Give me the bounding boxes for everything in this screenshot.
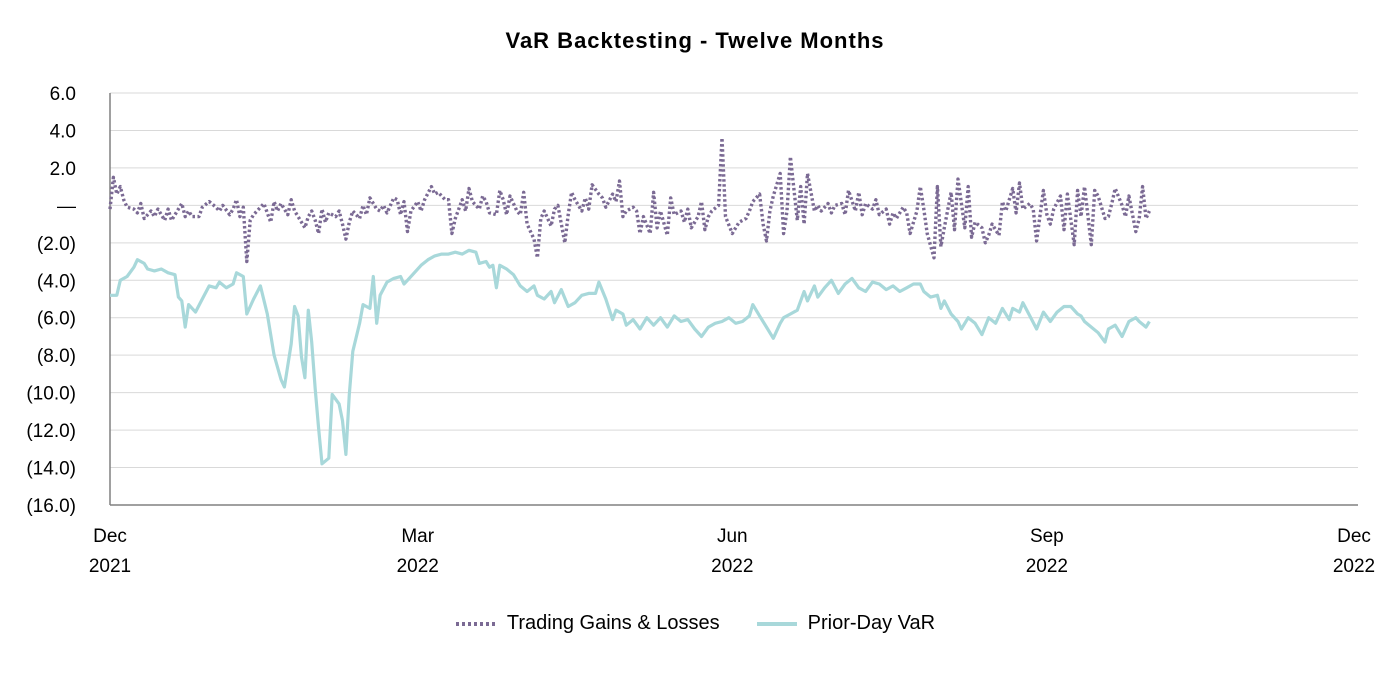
series	[108, 136, 1151, 466]
legend-item-prior-day-var: Prior-Day VaR	[756, 612, 935, 635]
y-tick-label: (10.0)	[26, 384, 76, 405]
x-tick-year-label: 2022	[1333, 556, 1375, 577]
series-line-prior-day-var	[110, 248, 1151, 466]
y-tick-label: (6.0)	[37, 309, 76, 330]
x-tick-month-label: Dec	[93, 526, 127, 547]
y-tick-label: 4.0	[50, 121, 76, 142]
x-tick-month-label: Jun	[717, 526, 748, 547]
legend-item-trading-gains-losses: Trading Gains & Losses	[455, 612, 720, 635]
legend-swatch-trading-gains-losses	[455, 621, 496, 626]
x-tick-year-label: 2022	[1026, 556, 1068, 577]
y-tick-label: (14.0)	[26, 459, 76, 480]
chart-title: VaR Backtesting - Twelve Months	[505, 28, 885, 53]
axes	[109, 93, 1358, 506]
x-tick-year-label: 2022	[397, 556, 439, 577]
x-tick-year-label: 2021	[89, 556, 131, 577]
legend-swatch-prior-day-var	[756, 621, 797, 626]
chart-plot: 6.0 4.0 2.0 — (2.0) (4.0) (6.0) (8.0) (10.0) (12.…	[26, 84, 1375, 577]
x-axis-ticks: Dec 2021 Mar 2022 Jun 2022 Sep 2022 Dec 2022	[89, 526, 1375, 577]
legend: Trading Gains & Losses Prior-Day VaR	[0, 612, 1390, 635]
y-tick-label: (16.0)	[26, 496, 76, 517]
gridlines	[110, 92, 1358, 469]
legend-label-trading-gains-losses: Trading Gains & Losses	[506, 612, 720, 634]
x-tick-year-label: 2022	[711, 556, 753, 577]
y-axis-ticks: 6.0 4.0 2.0 — (2.0) (4.0) (6.0) (8.0) (10.0) (12.…	[26, 84, 76, 517]
y-tick-label: (8.0)	[37, 346, 76, 367]
y-tick-label: (4.0)	[37, 271, 76, 292]
y-tick-label: 6.0	[50, 84, 76, 105]
y-tick-label: (12.0)	[26, 421, 76, 442]
y-tick-label: (2.0)	[37, 234, 76, 255]
x-tick-month-label: Sep	[1030, 526, 1064, 547]
y-tick-label: 2.0	[50, 159, 76, 180]
series-line-trading-gains-losses	[108, 136, 1151, 264]
legend-label-prior-day-var: Prior-Day VaR	[807, 612, 936, 634]
x-tick-month-label: Mar	[401, 526, 434, 547]
x-tick-month-label: Dec	[1337, 526, 1371, 547]
y-tick-label: —	[57, 196, 76, 217]
